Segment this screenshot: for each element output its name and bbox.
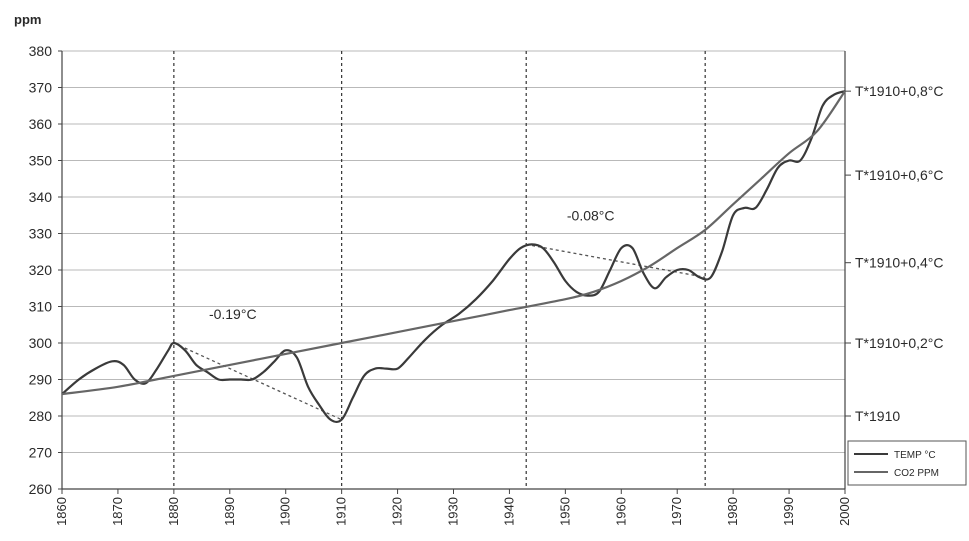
trend-annotation: -0.08°C xyxy=(567,207,615,223)
right-axis-label: T*1910 xyxy=(855,408,900,424)
co2-series-line xyxy=(61,90,846,396)
x-tick-label: 1860 xyxy=(54,497,69,526)
temperature-series-line xyxy=(61,90,846,424)
grid-lines xyxy=(62,50,845,490)
y-tick-label: 360 xyxy=(29,116,53,132)
x-tick-label: 2000 xyxy=(837,497,852,526)
x-tick-label: 1890 xyxy=(222,497,237,526)
y-tick-label: 280 xyxy=(29,408,53,424)
right-axis-label: T*1910+0,4°C xyxy=(855,255,944,271)
right-axis-label: T*1910+0,6°C xyxy=(855,167,944,183)
y-tick-label: 270 xyxy=(29,445,53,461)
trend-line xyxy=(173,342,342,421)
reference-year-lines xyxy=(173,51,706,489)
x-tick-label: 1920 xyxy=(390,497,405,526)
legend-label: TEMP °C xyxy=(894,450,936,461)
trend-annotation: -0.19°C xyxy=(209,306,257,322)
y-tick-label: 290 xyxy=(29,372,53,388)
x-tick-label: 1990 xyxy=(781,497,796,526)
x-tick-label: 1960 xyxy=(613,497,628,526)
y-tick-label: 330 xyxy=(29,226,53,242)
series-lines xyxy=(61,90,846,424)
legend-label: CO2 PPM xyxy=(894,468,939,479)
y-tick-label: 350 xyxy=(29,153,53,169)
axes xyxy=(58,50,846,494)
y-tick-label: 260 xyxy=(29,481,53,497)
y-tick-label: 380 xyxy=(29,43,53,59)
x-tick-label: 1880 xyxy=(166,497,181,526)
right-axis-label: T*1910+0,8°C xyxy=(855,83,944,99)
y-tick-label: 370 xyxy=(29,80,53,96)
right-axis-labels: T*1910 T*1910+0,2°C T*1910+0,4°C T*1910+0,6… xyxy=(845,83,944,424)
x-tick-labels: 1860 1870 1880 1890 1900 1910 1920 1930 1940 1950… xyxy=(54,497,852,526)
legend-box xyxy=(847,440,967,486)
x-tick-label: 1970 xyxy=(669,497,684,526)
legend: TEMP °C CO2 PPM xyxy=(847,440,967,486)
trend-lines: -0.19°C -0.08°C xyxy=(173,207,706,421)
x-tick-label: 1940 xyxy=(501,497,516,526)
y-axis-label: ppm xyxy=(14,12,41,27)
x-tick-label: 1900 xyxy=(278,497,293,526)
y-tick-label: 300 xyxy=(29,335,53,351)
y-tick-labels: 260 270 280 290 300 310 320 330 340 350 360 370 380 xyxy=(29,43,53,497)
y-tick-label: 340 xyxy=(29,189,53,205)
x-tick-label: 1980 xyxy=(725,497,740,526)
x-tick-label: 1870 xyxy=(110,497,125,526)
x-tick-label: 1930 xyxy=(446,497,461,526)
y-tick-label: 310 xyxy=(29,299,53,315)
x-tick-label: 1910 xyxy=(334,497,349,526)
y-tick-label: 320 xyxy=(29,262,53,278)
right-axis-label: T*1910+0,2°C xyxy=(855,335,944,351)
x-tick-label: 1950 xyxy=(557,497,572,526)
